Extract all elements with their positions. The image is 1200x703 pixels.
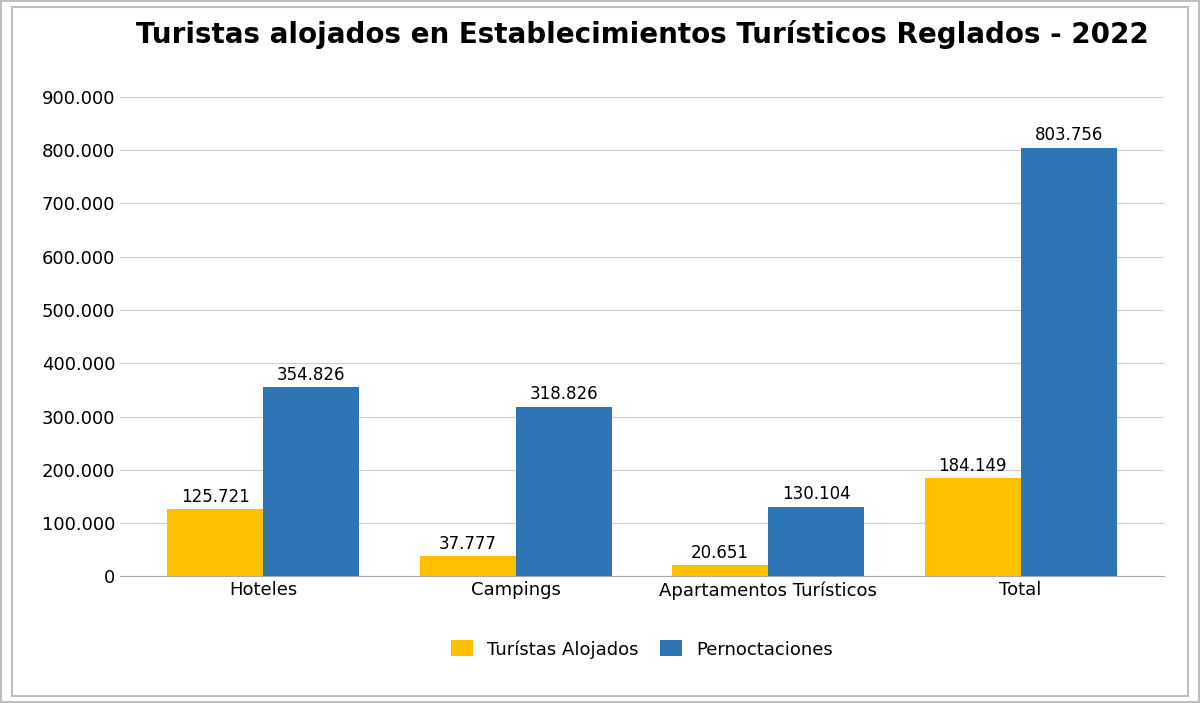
Text: 130.104: 130.104 [782,485,851,503]
Bar [768,507,864,576]
Text: 20.651: 20.651 [691,543,749,562]
Text: 184.149: 184.149 [938,457,1007,475]
Text: 125.721: 125.721 [181,488,250,505]
Bar [420,556,516,576]
Text: 318.826: 318.826 [529,385,598,403]
Bar [263,387,359,576]
Title: Turistas alojados en Establecimientos Turísticos Reglados - 2022: Turistas alojados en Establecimientos Tu… [136,20,1148,49]
Bar [168,510,263,576]
Text: 37.777: 37.777 [439,534,497,553]
Text: 803.756: 803.756 [1034,127,1103,145]
Bar [1021,148,1116,576]
Bar [672,565,768,576]
Bar [925,478,1021,576]
Legend: Turístas Alojados, Pernoctaciones: Turístas Alojados, Pernoctaciones [451,640,833,659]
Bar [516,406,612,576]
Text: 354.826: 354.826 [277,366,346,384]
